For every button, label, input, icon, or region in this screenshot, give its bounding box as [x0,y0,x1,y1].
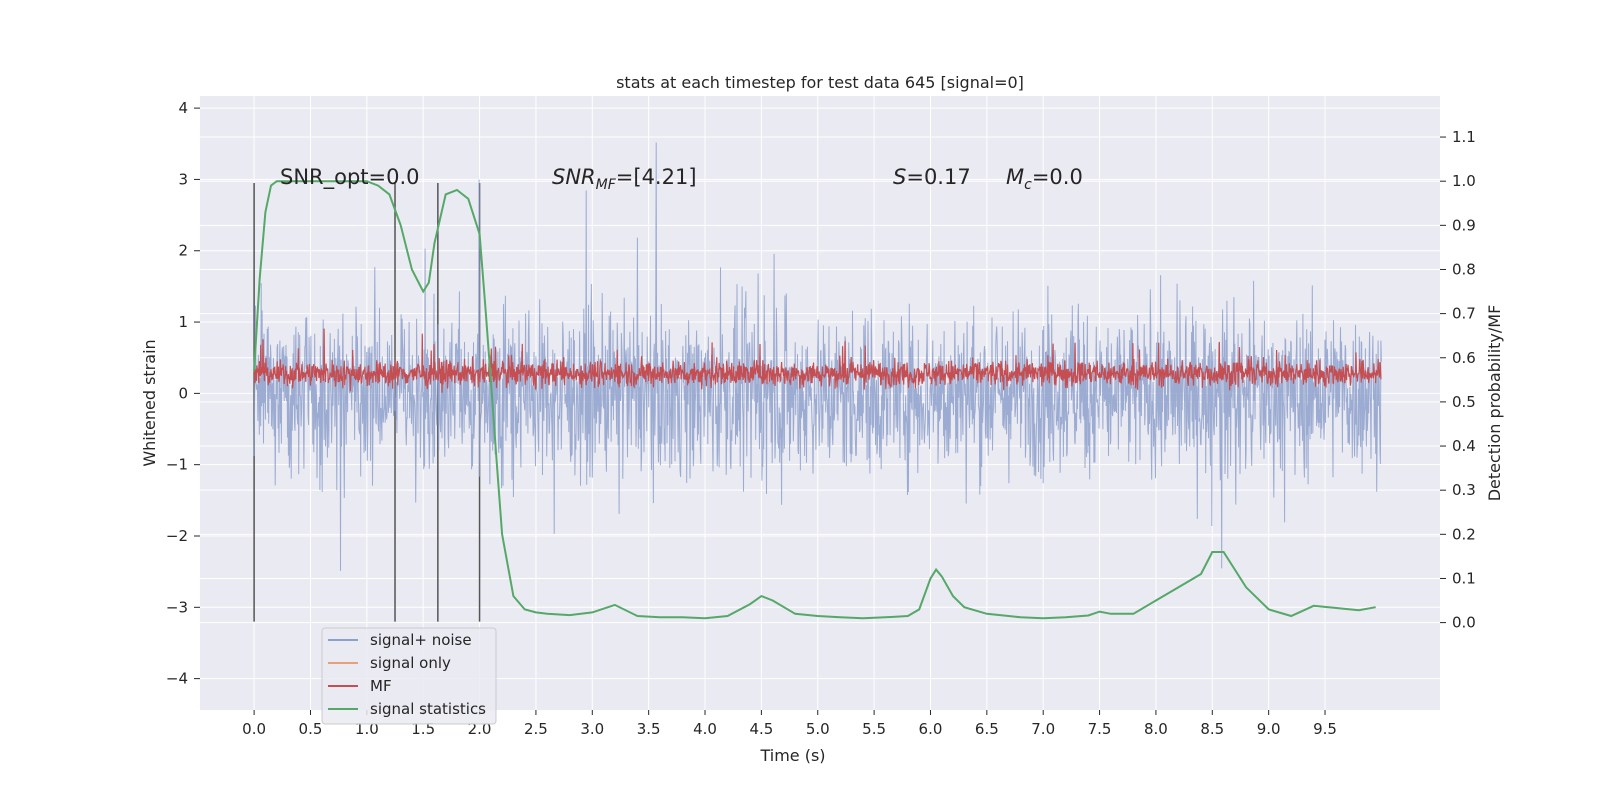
signal-noise-line [253,142,1382,571]
annotation-snr-opt: SNR_opt=0.0 [280,165,420,190]
y-right-tick-label: 0.5 [1452,393,1476,411]
y-left-tick-label: 1 [178,313,188,331]
series-mf [253,328,1382,393]
y-right-tick-label: 0.3 [1452,481,1476,499]
x-tick-label: 9.0 [1257,720,1281,738]
y-right-tick-label: 0.9 [1452,216,1476,234]
annotation-s: S=0.17 [893,165,971,189]
y-left-tick-label: 2 [178,242,188,260]
legend-label-mf: MF [370,677,392,695]
legend-label-signal-only: signal only [370,654,451,672]
y-left-tick-label: 0 [178,384,188,402]
annotation-s-italic: S [893,165,906,189]
x-tick-label: 6.5 [975,720,999,738]
legend-label-signal-statistics: signal statistics [370,700,486,718]
y-right-tick-label: 1.1 [1452,128,1476,146]
annotation-snr-mf-sub: MF [596,177,617,193]
annotation-s-value: =0.17 [906,165,970,189]
annotation-snr-mf-base: SNR [552,165,596,189]
annotation-mc-base: M [1006,165,1024,189]
x-tick-label: 8.0 [1144,720,1168,738]
y-right-tick-label: 0.7 [1452,305,1476,323]
annotation-mc: Mc=0.0 [1006,165,1083,193]
annotation-snr-mf: SNRMF=[4.21] [552,165,697,193]
x-tick-label: 4.5 [749,720,773,738]
x-tick-label: 8.5 [1200,720,1224,738]
series-signal-statistics [253,180,1376,620]
x-tick-label: 0.5 [299,720,323,738]
annotation-mc-value: =0.0 [1032,165,1083,189]
x-tick-label: 5.0 [806,720,830,738]
y-right-tick-label: 0.4 [1452,437,1476,455]
mf-line [253,328,1382,393]
annotation-snr-mf-rest: =[4.21] [616,165,697,189]
x-tick-label: 5.5 [862,720,886,738]
y-right-tick-label: 0.6 [1452,349,1476,367]
x-tick-label: 0.0 [242,720,266,738]
y-right-tick-label: 1.0 [1452,172,1476,190]
y-left-tick-label: −3 [166,598,188,616]
x-tick-label: 4.0 [693,720,717,738]
x-tick-label: 3.5 [637,720,661,738]
y-left-tick-label: 4 [178,99,188,117]
y-right-tick-label: 0.1 [1452,569,1476,587]
x-tick-labels: 0.0 0.5 1.0 1.5 2.0 2.5 3.0 3.5 4.0 4.5 5.0 5.5 6.0 6… [242,710,1337,738]
y-right-tick-labels: 0.0 0.1 0.2 0.3 0.4 0.5 0.6 0.7 0.8 0.9 1.0 1.1 [1440,128,1476,632]
y-right-axis-label: Detection probability/MF [1485,305,1504,502]
legend-box [321,627,497,725]
y-right-tick-label: 0.2 [1452,525,1476,543]
y-right-tick-label: 0.8 [1452,260,1476,278]
y-left-tick-label: −4 [166,670,188,688]
x-tick-label: 6.0 [919,720,943,738]
x-tick-label: 9.5 [1313,720,1337,738]
legend: signal+ noise signal only MF signal stat… [321,627,497,725]
x-axis-label: Time (s) [759,746,825,765]
legend-label-signal-noise: signal+ noise [370,631,472,649]
annotation-mc-sub: c [1024,177,1032,193]
series-signal-noise [253,142,1382,571]
x-tick-label: 3.0 [580,720,604,738]
x-tick-label: 7.5 [1088,720,1112,738]
y-right-tick-label: 0.0 [1452,614,1476,632]
y-left-tick-labels: −4 −3 −2 −1 0 1 2 3 4 [166,99,200,688]
signal-statistics-line [253,180,1376,620]
y-left-tick-label: −2 [166,527,188,545]
chart-title: stats at each timestep for test data 645… [616,73,1024,92]
y-left-axis-label: Whitened strain [140,339,159,466]
x-tick-label: 7.0 [1031,720,1055,738]
y-left-tick-label: −1 [166,456,188,474]
x-tick-label: 2.5 [524,720,548,738]
y-left-tick-label: 3 [178,170,188,188]
